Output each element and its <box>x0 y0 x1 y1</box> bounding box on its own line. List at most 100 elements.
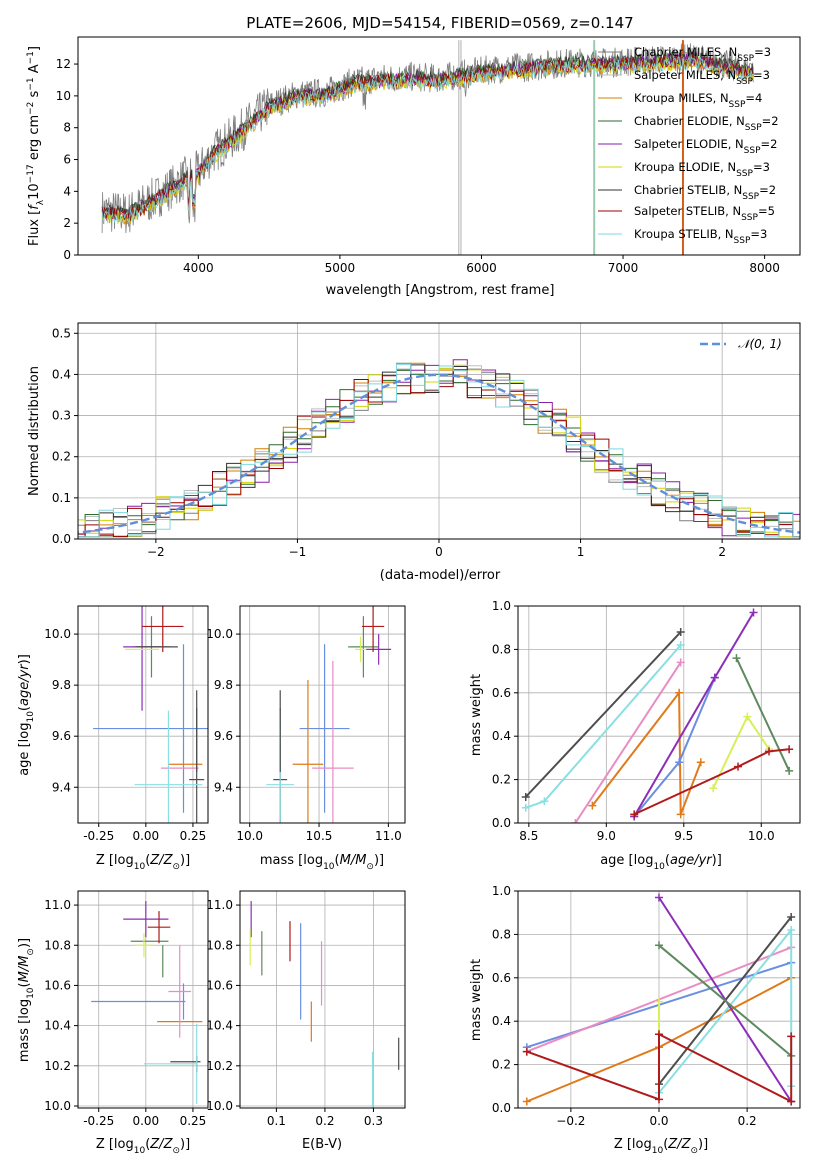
x-tick-label: 10.5 <box>306 829 333 843</box>
marker <box>522 1097 531 1106</box>
legend-entry: Salpeter ELODIE, NSSP=2 <box>634 137 777 156</box>
y-axis-label: Flux [fλ10−17 erg cm−2 s−1 A−1] <box>26 46 46 246</box>
legend-entry: Chabrier MILES, NSSP=3 <box>634 45 771 64</box>
axes-frame <box>77 605 209 824</box>
x-tick-label: 1 <box>577 545 585 559</box>
frame: −2 −1 0 1 2 0.0 0.1 0.2 0.3 0.4 0.5 𝒩(0, 1) <box>52 322 801 559</box>
y-tick-label: 0.4 <box>492 729 511 743</box>
x-tick-label: 6000 <box>466 261 497 275</box>
frame: 0.1 0.2 0.3 10.0 10.2 10.4 10.6 10.8 11.0 <box>206 890 406 1128</box>
x-tick-label: 0.2 <box>315 1114 334 1128</box>
y-tick-label: 10 <box>56 89 71 103</box>
mass-vs-extinction-chart: 0.1 0.2 0.3 10.0 10.2 10.4 10.6 10.8 11.0 <box>206 890 406 1128</box>
y-tick-label: 4 <box>63 184 71 198</box>
frame: -0.25 0.00 0.25 10.0 10.2 10.4 10.6 10.8 11.0 <box>44 890 209 1128</box>
x-axis-label: (data-model)/error <box>380 568 501 583</box>
frame: −0.2 0.0 0.2 0.0 0.2 0.4 0.6 0.8 1.0 <box>492 884 801 1128</box>
x-tick-label: 0.25 <box>180 1114 207 1128</box>
marker <box>749 608 758 617</box>
axes-frame <box>517 605 801 824</box>
y-tick-label: 0.6 <box>492 686 511 700</box>
y-tick-label: 10.8 <box>44 938 71 952</box>
y-tick-label: 11.0 <box>206 898 233 912</box>
mass-weight-vs-metallicity-chart: −0.2 0.0 0.2 0.0 0.2 0.4 0.6 0.8 1.0 <box>492 884 801 1128</box>
x-tick-label: 4000 <box>183 261 214 275</box>
y-tick-label: 10.0 <box>206 627 233 641</box>
marker <box>540 797 549 806</box>
x-tick-label: 8000 <box>749 261 780 275</box>
legend-entry: 𝒩(0, 1) <box>738 337 782 351</box>
y-tick-label: 0.2 <box>492 773 511 787</box>
y-tick-label: 10.0 <box>44 1099 71 1113</box>
y-axis-label: mass weight <box>469 959 484 1041</box>
x-tick-label: -0.25 <box>83 829 114 843</box>
marker <box>710 673 719 682</box>
y-tick-label: 6 <box>63 153 71 167</box>
legend-entry: Kroupa MILES, NSSP=4 <box>634 91 762 110</box>
marker <box>787 913 796 922</box>
axes-frame <box>239 605 406 824</box>
y-tick-label: 9.6 <box>214 729 233 743</box>
x-tick-label: −0.2 <box>556 1114 585 1128</box>
marker <box>655 997 663 1006</box>
x-axis-label: age [log10(age/yr)] <box>600 853 722 872</box>
y-tick-label: 0.0 <box>492 1101 511 1115</box>
x-tick-label: 0.2 <box>738 1114 757 1128</box>
marker <box>630 810 639 819</box>
x-tick-label: 0.00 <box>132 1114 159 1128</box>
marker <box>785 745 794 754</box>
y-tick-label: 11.0 <box>44 898 71 912</box>
marker <box>787 926 796 935</box>
y-axis-label: Normed distribution <box>27 366 42 496</box>
marker <box>787 1097 796 1106</box>
y-tick-label: 10.2 <box>44 1059 71 1073</box>
y-tick-label: 0.0 <box>52 532 71 546</box>
legend-entry: Salpeter STELIB, NSSP=5 <box>634 204 775 223</box>
x-tick-label: 10.0 <box>748 829 775 843</box>
x-tick-label: 0.3 <box>364 1114 383 1128</box>
frame: 8.5 9.0 9.5 10.0 0.0 0.2 0.4 0.6 0.8 1.0 <box>492 599 801 843</box>
marker <box>787 1032 796 1041</box>
y-tick-label: 0.2 <box>492 1058 511 1072</box>
x-tick-label: 7000 <box>608 261 639 275</box>
plot-area <box>266 606 392 823</box>
y-tick-label: 10.8 <box>206 938 233 952</box>
mass-weight-vs-age-chart: 8.5 9.0 9.5 10.0 0.0 0.2 0.4 0.6 0.8 1.0 <box>492 599 801 843</box>
y-tick-label: 9.8 <box>214 678 233 692</box>
x-tick-label: −2 <box>147 545 165 559</box>
y-tick-label: 10.0 <box>206 1099 233 1113</box>
x-tick-label: -0.25 <box>83 1114 114 1128</box>
x-tick-label: 2 <box>718 545 726 559</box>
axes-frame <box>77 36 801 256</box>
legend-entry: Chabrier ELODIE, NSSP=2 <box>634 114 779 133</box>
legend-entry: Salpeter MILES, NSSP=3 <box>634 68 770 87</box>
y-tick-label: 10.2 <box>206 1059 233 1073</box>
y-tick-label: 0.4 <box>492 1014 511 1028</box>
x-axis-label: Z [log10(Z/Z⊙)] <box>96 1137 190 1156</box>
weight-line-red <box>526 1032 793 1104</box>
y-tick-label: 10.6 <box>44 978 71 992</box>
x-tick-label: 8.5 <box>519 829 538 843</box>
y-tick-label: 9.4 <box>214 780 233 794</box>
y-tick-label: 10.4 <box>44 1019 71 1033</box>
normal-curve <box>78 373 800 534</box>
marker <box>655 941 663 950</box>
legend-entry: Kroupa ELODIE, NSSP=3 <box>634 160 770 179</box>
plot-area <box>521 608 794 823</box>
y-axis-label: age [log10(age/yr)] <box>17 654 36 776</box>
x-tick-label: 11.0 <box>375 829 402 843</box>
marker <box>521 803 530 812</box>
frame: 4000 5000 6000 7000 8000 0 2 4 6 8 10 12 Chabrier MI… <box>56 36 801 275</box>
plot-area <box>101 40 754 255</box>
x-tick-label: 10.0 <box>236 829 263 843</box>
frame: -0.25 0.00 0.25 9.4 9.6 9.8 10.0 <box>44 605 209 843</box>
x-axis-label: Z [log10(Z/Z⊙)] <box>614 1137 708 1156</box>
x-axis-label: E(B-V) <box>302 1137 342 1152</box>
weight-line-cyan <box>525 644 682 809</box>
y-tick-label: 10.4 <box>206 1019 233 1033</box>
marker <box>676 641 685 650</box>
y-tick-label: 0.6 <box>492 971 511 985</box>
marker <box>655 1030 663 1039</box>
plot-area <box>249 901 400 1108</box>
marker <box>655 1095 663 1104</box>
